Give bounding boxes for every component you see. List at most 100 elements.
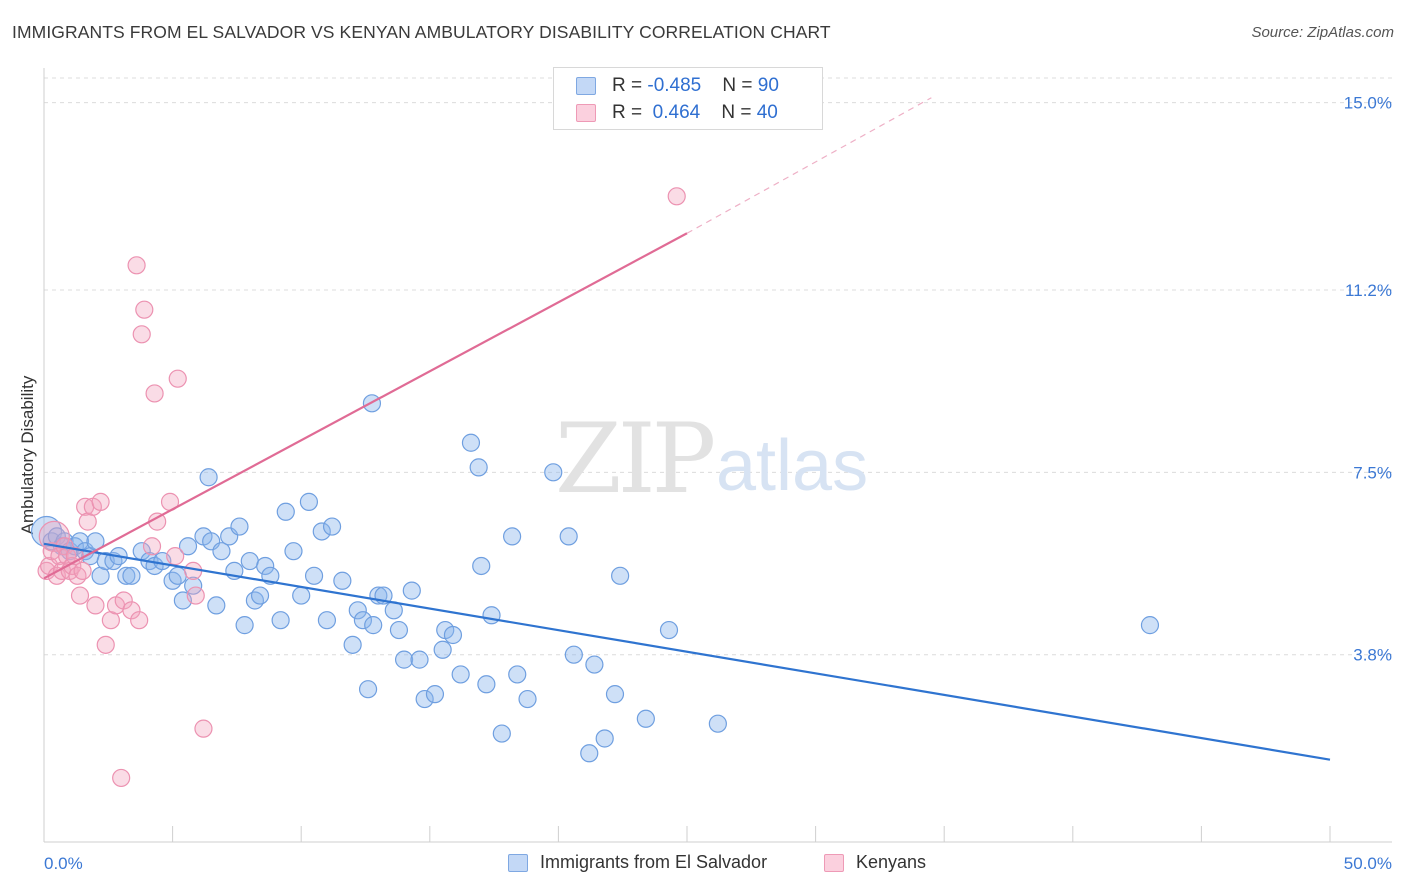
point-el-salvador [322,517,342,536]
point-kenyans [70,586,90,605]
point-el-salvador [240,551,259,571]
point-kenyans [122,601,141,620]
point-el-salvador [410,650,429,669]
point-el-salvador [276,502,295,521]
point-el-salvador [559,527,578,546]
point-el-salvador [348,601,367,620]
y-tick-label: 15.0% [1344,94,1392,113]
point-el-salvador [492,724,511,743]
bottom-legend-label: Kenyans [856,852,927,872]
point-el-salvador [292,586,311,605]
legend-n-value: 90 [757,75,779,96]
trend-line-el-salvador [43,542,1331,761]
watermark-zip: ZIP [555,403,714,515]
point-el-salvador [122,566,141,585]
point-el-salvador [708,714,727,733]
trend-lines [43,97,1331,761]
point-el-salvador [389,620,409,640]
point-el-salvador [271,611,290,630]
y-tick-label: 3.8% [1353,646,1392,665]
point-el-salvador [636,709,655,728]
point-el-salvador [461,433,481,452]
source-credit: Source: ZipAtlas.com [1251,24,1394,41]
point-el-salvador [1140,616,1160,635]
point-kenyans [130,611,149,630]
point-el-salvador [358,680,378,699]
point-kenyans [667,187,686,206]
point-el-salvador [317,611,337,630]
point-el-salvador [611,566,630,585]
point-kenyans [91,492,110,511]
point-el-salvador [163,571,182,590]
y-tick-label: 7.5% [1353,463,1392,482]
trend-line-kenyans [43,232,688,580]
point-kenyans [194,719,213,738]
point-el-salvador [299,492,319,511]
point-el-salvador [564,645,583,664]
point-el-salvador [605,685,625,704]
trend-line-kenyans-extension [686,97,932,234]
point-el-salvador [333,571,352,590]
chart-title: IMMIGRANTS FROM EL SALVADOR VS KENYAN AM… [12,22,831,42]
point-el-salvador [451,665,470,684]
point-kenyans [135,300,154,319]
point-el-salvador [168,566,187,585]
point-kenyans [127,256,146,275]
point-el-salvador [595,729,614,748]
x-tick-label: 0.0% [44,854,83,873]
legend-r-label: R = [612,75,648,96]
point-el-salvador [178,537,198,556]
point-el-salvador [207,596,226,615]
point-el-salvador [433,640,452,659]
bottom-legend-swatch-blue [508,854,528,872]
point-kenyans [132,325,151,344]
point-el-salvador [508,665,527,684]
point-kenyans [112,768,131,788]
point-el-salvador [212,542,231,561]
point-el-salvador [402,581,421,600]
point-el-salvador [585,655,604,674]
point-el-salvador [117,566,136,585]
point-kenyans [96,635,115,654]
point-kenyans [114,591,133,610]
y-tick-label: 11.2% [1345,281,1392,300]
point-el-salvador [477,675,496,694]
watermark: ZIP atlas [555,403,868,515]
point-kenyans [145,384,164,403]
legend-r-value: 0.464 [647,102,701,123]
series-el-salvador-points [30,394,1160,763]
legend-n-label: N = [721,102,757,123]
point-el-salvador [353,611,373,630]
x-tick-label: 50.0% [1344,854,1392,873]
point-kenyans [142,537,162,556]
legend-r-label: R = [612,102,648,123]
point-el-salvador [580,744,599,763]
point-kenyans [68,566,87,585]
point-kenyans [168,369,187,388]
point-el-salvador [230,517,249,536]
bottom-legend-label: Immigrants from El Salvador [540,852,768,872]
point-kenyans [73,561,92,581]
point-el-salvador [284,542,303,561]
tick-labels: 3.8% 7.5% 11.2% 15.0% 0.0% 50.0% [44,94,1392,873]
point-el-salvador [304,566,324,585]
point-el-salvador [343,635,362,654]
point-kenyans [186,586,205,605]
legend-swatch-pink [576,104,596,122]
correlation-legend: R = -0.485 N = 90 R = 0.464 N = 40 [553,67,823,130]
point-el-salvador [364,616,383,635]
point-el-salvador [659,620,679,640]
legend-n-label: N = [722,75,758,96]
point-el-salvador [469,458,488,477]
axes [43,68,1392,843]
bottom-legend-swatch-pink [824,854,844,872]
point-el-salvador [199,468,218,487]
point-el-salvador [245,591,265,610]
point-el-salvador [415,689,434,709]
watermark-atlas: atlas [716,426,868,506]
point-el-salvador [235,616,254,635]
point-el-salvador [544,463,563,482]
point-el-salvador [256,556,275,576]
point-el-salvador [394,650,414,669]
